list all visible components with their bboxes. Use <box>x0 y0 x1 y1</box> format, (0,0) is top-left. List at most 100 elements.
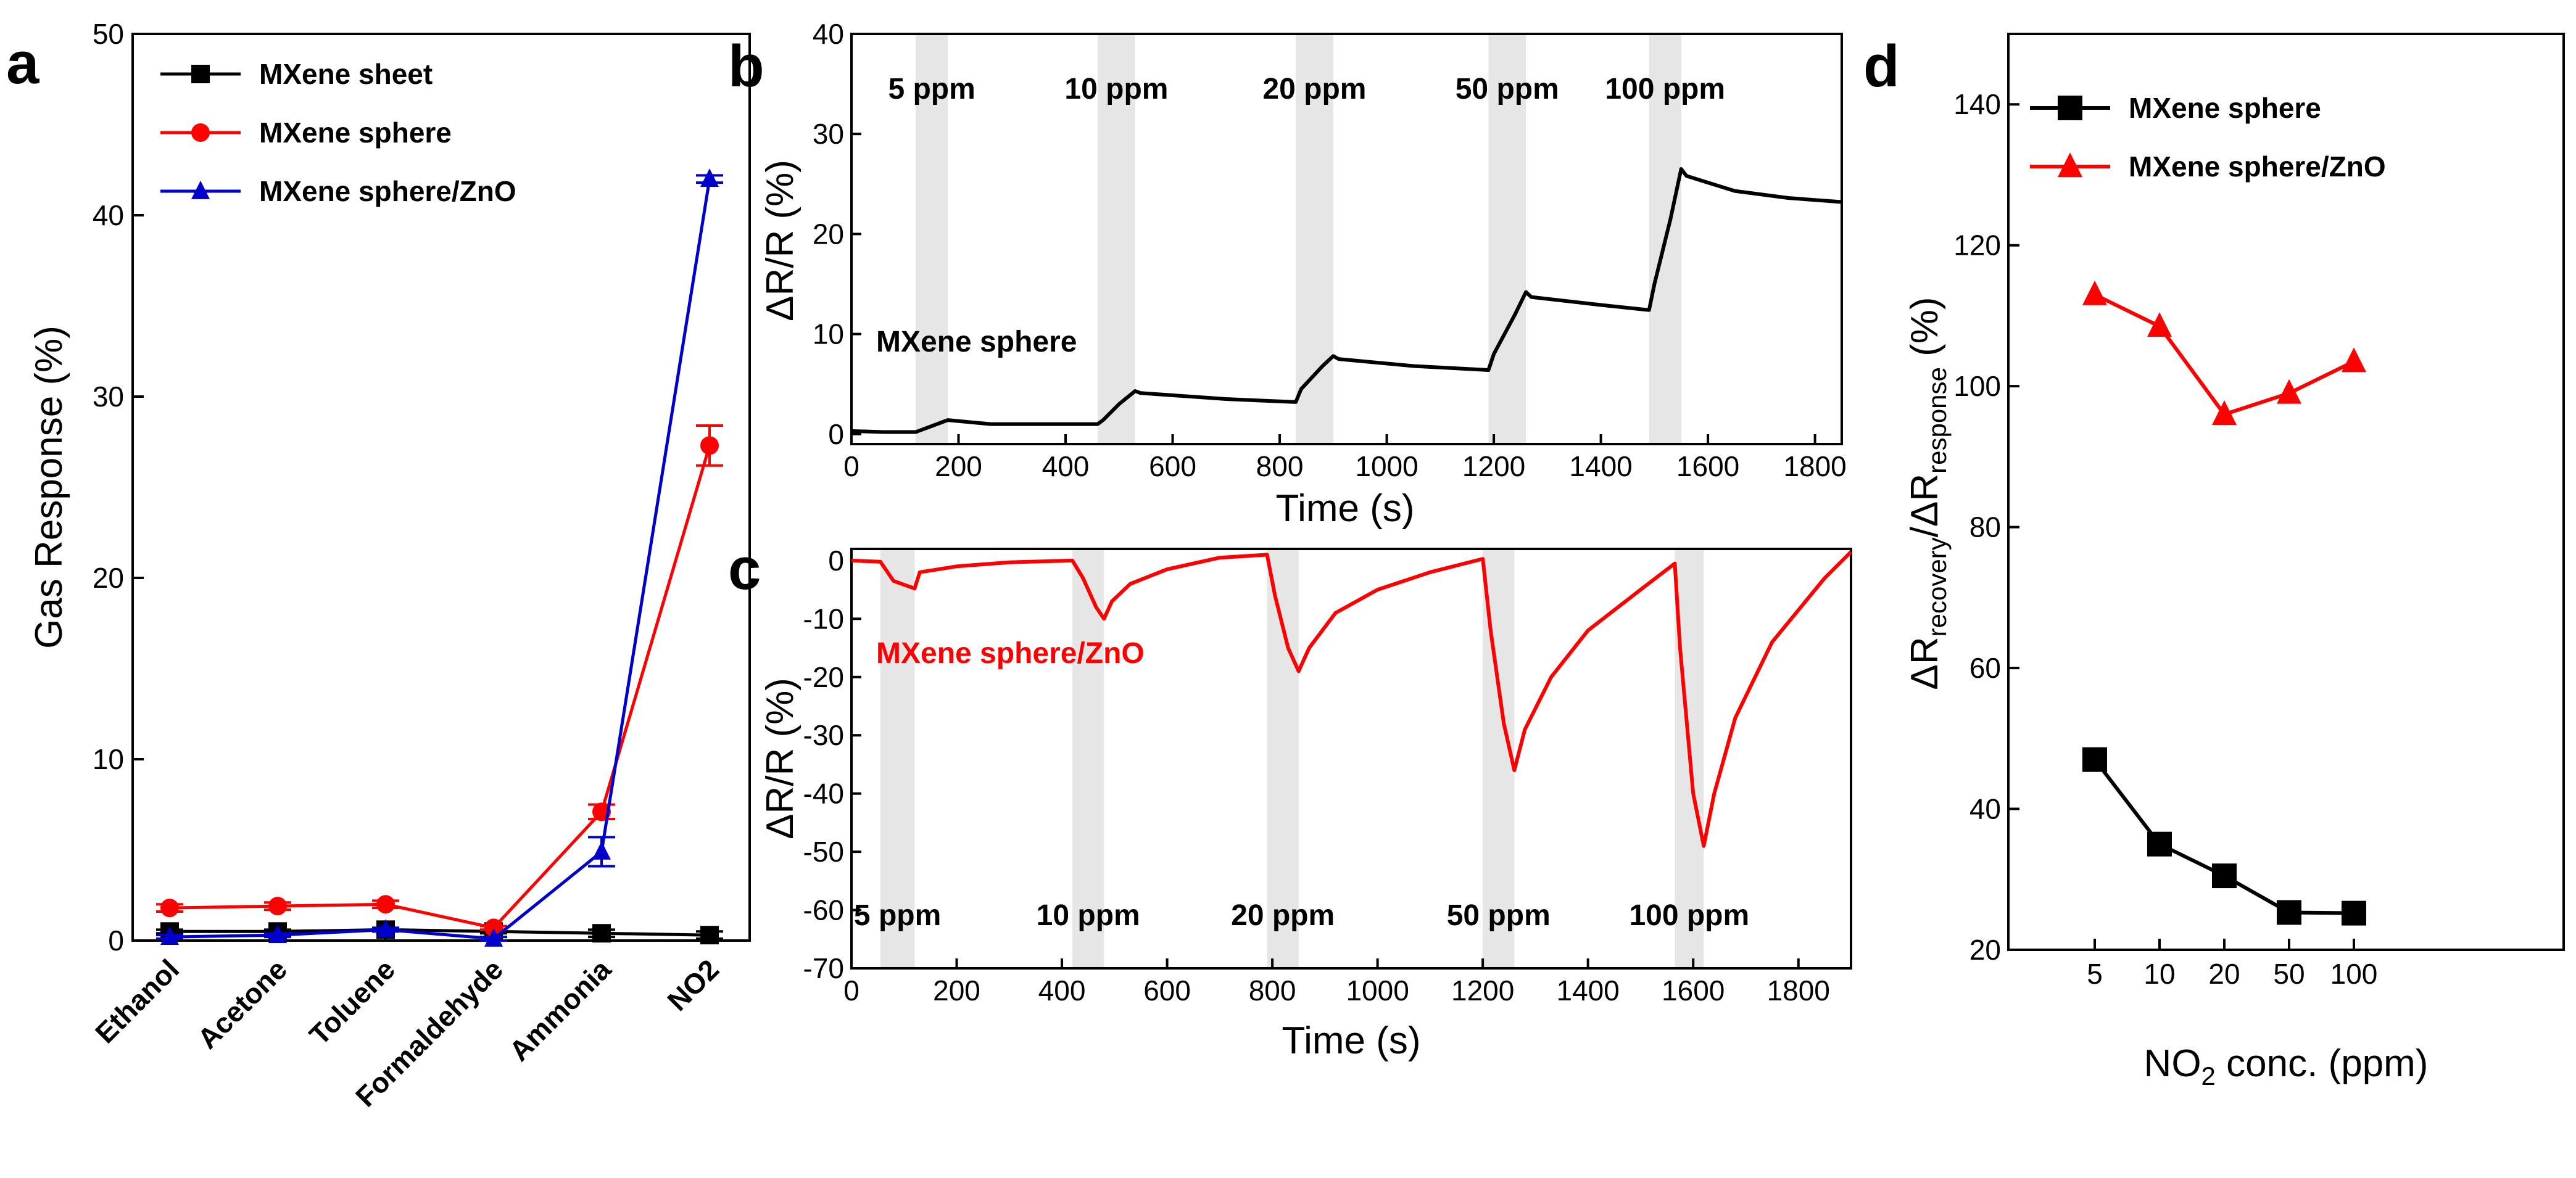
x-tick-label: 1800 <box>1783 450 1846 482</box>
panel-d: d 20 40 60 80 100 120 140 5 10 20 50 100 ΔRrecover… <box>1863 33 2565 1090</box>
panel-a-frame <box>131 33 751 942</box>
panel-a: a 0 10 20 30 40 50 Ethanol Acetone TolueneForma… <box>6 18 751 1113</box>
y-tick-label: 30 <box>93 381 124 413</box>
panel-c-y-axis-title: ΔR/R (%) <box>759 678 801 839</box>
y-tick-label: -30 <box>803 719 844 751</box>
panel-c-x-ticks: 0 200 400 600 800 1000 1200 1400 1600 1800 <box>843 958 1830 1007</box>
panel-c-response-curve <box>851 550 1853 848</box>
x-tick-label: 800 <box>1249 974 1296 1007</box>
x-tick-label: 20 <box>2208 958 2240 990</box>
y-tick-label: 20 <box>93 562 124 594</box>
data-point <box>160 899 179 918</box>
x-tick-label: Ammonia <box>503 953 617 1067</box>
panel-c-y-ticks: 0 -10 -20 -30 -40 -50 -60 -70 <box>803 545 861 984</box>
x-tick-label: 1600 <box>1676 450 1739 482</box>
data-point <box>484 928 503 947</box>
data-point <box>700 926 719 945</box>
data-point <box>2212 400 2237 425</box>
x-tick-label: 50 <box>2273 958 2305 990</box>
x-tick-label: 600 <box>1143 974 1191 1007</box>
panel-a-x-ticks: Ethanol Acetone TolueneFormaldehydeAmmonia… <box>89 929 725 1113</box>
series-line-0 <box>2093 758 2354 915</box>
concentration-label: 50 ppm <box>1456 73 1559 105</box>
y-tick-label: 50 <box>93 18 124 50</box>
data-point <box>268 897 287 916</box>
panel-d-frame <box>2007 33 2565 951</box>
panel-c-sample-label: MXene sphere/ZnO <box>876 637 1145 670</box>
y-tick-label: 30 <box>813 118 844 150</box>
x-tick-label: NO2 <box>661 953 725 1017</box>
x-tick-label: 1000 <box>1355 450 1418 482</box>
exposure-window <box>1267 549 1299 968</box>
series-line-1 <box>169 445 711 930</box>
y-tick-label: -60 <box>803 894 844 926</box>
x-tick-label: 1200 <box>1451 974 1514 1007</box>
concentration-label: 10 ppm <box>1037 899 1140 932</box>
legend-label: MXene sphere <box>2129 92 2321 124</box>
panel-c-letter: c <box>728 536 761 602</box>
exposure-window <box>1488 34 1526 444</box>
x-tick-label: Acetone <box>191 953 293 1055</box>
x-tick-label: 1400 <box>1569 450 1632 482</box>
concentration-label: 5 ppm <box>854 899 941 932</box>
legend-marker <box>2058 96 2082 120</box>
data-point <box>2147 312 2172 337</box>
data-point <box>2212 863 2237 889</box>
legend-label: MXene sphere/ZnO <box>259 175 516 207</box>
panel-a-series <box>156 168 723 947</box>
data-point <box>2082 747 2107 772</box>
concentration-label: 100 ppm <box>1605 73 1725 105</box>
concentration-label: 10 ppm <box>1064 73 1168 105</box>
data-point <box>700 436 719 455</box>
legend-marker <box>191 123 210 142</box>
x-tick-label: 400 <box>1038 974 1086 1007</box>
panel-b-concentration-labels: 5 ppm 10 ppm 20 ppm 50 ppm 100 ppm <box>888 73 1725 105</box>
data-point <box>700 168 719 187</box>
y-tick-label: -50 <box>803 836 844 868</box>
legend-label: MXene sphere/ZnO <box>2129 150 2386 183</box>
panel-a-letter: a <box>6 30 39 96</box>
legend-marker <box>191 180 210 199</box>
x-tick-label: 800 <box>1256 450 1304 482</box>
exposure-window <box>916 34 948 444</box>
panel-b-x-ticks: 0 200 400 600 800 1000 1200 1400 1600 1800 <box>843 434 1847 482</box>
concentration-label: 100 ppm <box>1629 899 1749 932</box>
panel-c: c 0 -10 -20 -30 -40 -50 -60 -70 0 200 400 600 800 10… <box>728 536 1853 1062</box>
legend-label: MXene sphere <box>259 117 452 149</box>
series-line-0 <box>170 928 710 937</box>
data-point <box>2147 831 2172 857</box>
y-tick-label: 10 <box>813 318 844 350</box>
data-point <box>2082 280 2107 305</box>
y-tick-label: 20 <box>813 218 844 250</box>
panel-b-exposure-windows <box>916 34 1681 444</box>
concentration-label: 50 ppm <box>1447 899 1551 932</box>
x-tick-label: 200 <box>935 450 982 482</box>
y-tick-label: -40 <box>803 778 844 810</box>
panel-b-y-ticks: 0 10 20 30 40 <box>813 18 861 450</box>
data-point <box>2277 900 2301 925</box>
y-tick-label: 0 <box>828 418 844 450</box>
data-point <box>2342 347 2366 373</box>
data-point <box>376 919 395 938</box>
concentration-label: 20 ppm <box>1231 899 1335 932</box>
x-tick-label: 1600 <box>1662 974 1725 1007</box>
data-point <box>376 895 395 914</box>
x-tick-label: 1400 <box>1557 974 1620 1007</box>
panel-d-x-axis-title: NO2 conc. (ppm) <box>2144 1042 2429 1090</box>
y-tick-label: -20 <box>803 661 844 693</box>
x-tick-label: 0 <box>843 974 859 1007</box>
x-tick-label: 100 <box>2330 958 2378 990</box>
x-tick-label: 200 <box>933 974 980 1007</box>
x-tick-label: 1200 <box>1462 450 1525 482</box>
exposure-window <box>1072 549 1104 968</box>
x-tick-label: 5 <box>2087 958 2103 990</box>
y-tick-label: 40 <box>1969 793 2001 825</box>
panel-c-concentration-labels: 5 ppm 10 ppm 20 ppm 50 ppm 100 ppm <box>854 899 1749 932</box>
y-tick-label: 140 <box>1953 88 2001 120</box>
panel-b-y-axis-title: ΔR/R (%) <box>759 160 801 321</box>
y-tick-label: 120 <box>1953 229 2001 262</box>
series-line-1 <box>2094 292 2355 417</box>
panel-a-y-ticks: 0 10 20 30 40 50 <box>93 18 144 957</box>
data-point <box>592 924 611 943</box>
